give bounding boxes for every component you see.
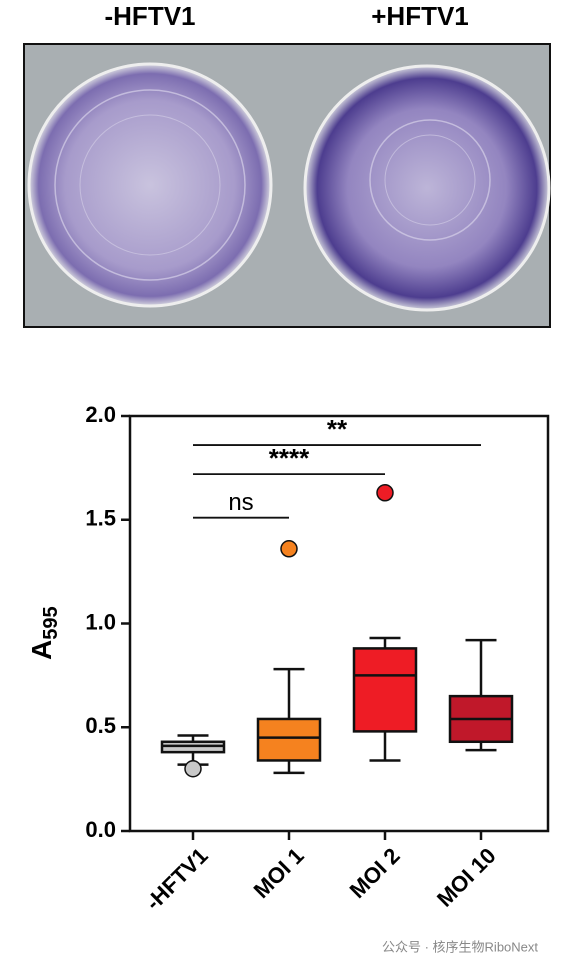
dish-ring	[79, 114, 221, 256]
photo-label: +HFTV1	[371, 1, 469, 31]
outlier	[376, 484, 394, 502]
outlier	[184, 760, 202, 778]
box	[352, 647, 418, 733]
y-tick-label: 0.5	[85, 713, 116, 738]
dish-ring	[384, 134, 476, 226]
significance-label: ns	[228, 489, 253, 516]
y-axis-label: A595	[26, 606, 62, 660]
photo-label: -HFTV1	[105, 1, 196, 31]
significance-label: **	[327, 414, 348, 444]
y-tick-label: 1.5	[85, 506, 116, 531]
x-tick-label: MOI 1	[249, 843, 309, 903]
watermark: 公众号 · 核序生物RiboNext	[382, 939, 538, 954]
y-label-main: A	[26, 640, 57, 660]
dish-ring	[54, 89, 246, 281]
significance-label: ****	[269, 443, 310, 473]
x-tick-label: MOI 2	[345, 843, 405, 903]
y-tick-label: 1.0	[85, 609, 116, 634]
dish-ring	[369, 119, 491, 241]
y-tick-label: 0.0	[85, 817, 116, 842]
box	[256, 717, 322, 762]
dish	[27, 62, 273, 308]
x-tick-label: -HFTV1	[141, 843, 213, 915]
dish	[303, 64, 551, 312]
x-tick-label: MOI 10	[432, 843, 501, 912]
y-label-sub: 595	[40, 606, 62, 639]
y-tick-label: 2.0	[85, 402, 116, 427]
outlier	[280, 540, 298, 558]
